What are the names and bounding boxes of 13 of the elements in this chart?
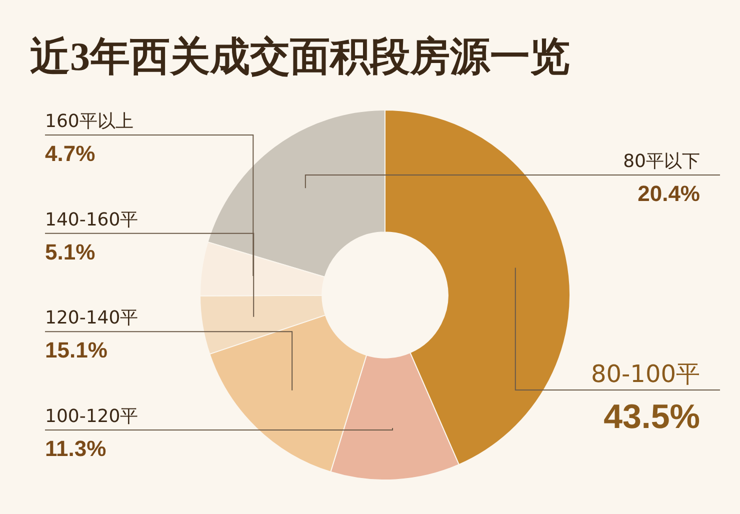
slice-label: 100-120平: [45, 406, 138, 427]
chart-title: 近3年西关成交面积段房源一览: [30, 34, 570, 79]
data-label: 11.3%: [45, 436, 106, 461]
slice-label: 120-140平: [45, 308, 138, 329]
data-label: 5.1%: [45, 239, 96, 264]
slice-label: 80平以下: [623, 151, 700, 172]
slice-label: 160平以上: [45, 111, 134, 132]
data-label: 43.5%: [604, 398, 700, 436]
data-label: 4.7%: [45, 141, 96, 166]
data-label: 20.4%: [638, 181, 700, 206]
slice-label: 80-100平: [590, 360, 700, 388]
data-label: 15.1%: [45, 338, 108, 363]
slice-label: 140-160平: [45, 209, 138, 230]
